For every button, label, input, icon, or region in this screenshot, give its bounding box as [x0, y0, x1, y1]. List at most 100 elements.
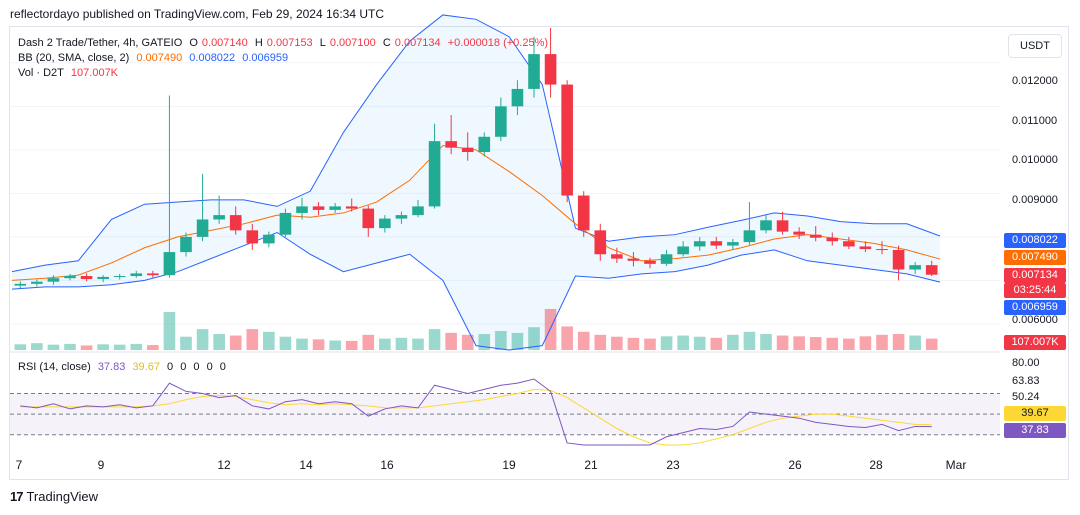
legend-symbol: Dash 2 Trade/Tether, 4h, GATEIO — [18, 37, 183, 49]
candle-body — [345, 206, 358, 209]
candle-body — [743, 230, 756, 243]
price-tick: 0.012000 — [1012, 75, 1058, 87]
volume-bar — [627, 337, 640, 350]
candle-body — [594, 230, 607, 255]
candle-body — [379, 218, 391, 229]
volume-bar — [147, 345, 159, 350]
candle-body — [14, 283, 27, 286]
volume-bar — [727, 334, 739, 350]
candle-body — [312, 206, 325, 210]
volume-bar — [793, 336, 805, 350]
legend-bb-upper: 0.008022 — [189, 52, 236, 64]
volume-bar — [196, 329, 209, 350]
volume-bar — [760, 334, 772, 350]
candle-body — [31, 281, 43, 284]
legend-low-label: L — [319, 37, 326, 49]
volume-bar — [743, 331, 756, 350]
legend-close: 0.007134 — [394, 37, 441, 49]
legend-rsi-ma-value: 39.67 — [132, 361, 160, 373]
candle-body — [445, 141, 457, 148]
volume-bar — [892, 334, 905, 350]
volume-bar — [528, 327, 540, 350]
legend-low: 0.007100 — [329, 37, 376, 49]
legend-change: +0.000018 (+0.25%) — [447, 37, 549, 49]
volume-bar — [925, 338, 938, 350]
legend-rsi-extra-0: 0 — [167, 361, 174, 373]
candle-body — [693, 241, 706, 247]
candle-body — [892, 249, 905, 270]
rsi-line — [20, 378, 932, 446]
volume-bar — [31, 343, 43, 350]
candle-body — [793, 231, 805, 235]
candle-body — [64, 276, 76, 279]
volume-bar — [710, 337, 723, 350]
volume-bar — [495, 331, 507, 350]
candle-body — [627, 258, 640, 261]
legend-high-label: H — [254, 37, 263, 49]
volume-bar — [876, 334, 888, 350]
time-tick: 7 — [15, 458, 23, 472]
candle-body — [461, 147, 474, 153]
volume-bar — [611, 336, 623, 350]
candle-body — [660, 254, 673, 264]
time-tick: Mar — [945, 458, 967, 472]
legend-volume-line[interactable]: Vol · D2T 107.007K — [18, 67, 122, 79]
candle-body — [47, 278, 60, 282]
rsi-ma-line — [20, 388, 932, 446]
rsi-tag: 37.83 — [1004, 423, 1066, 438]
candle-body — [113, 276, 126, 278]
price-tick: 0.009000 — [1012, 194, 1058, 206]
volume-bar — [362, 334, 375, 350]
candle-body — [97, 276, 109, 280]
candle-body — [246, 230, 259, 244]
volume-bar — [113, 344, 126, 350]
volume-bar — [412, 338, 424, 350]
candle-body — [147, 273, 159, 276]
time-tick: 21 — [584, 458, 598, 472]
legend-rsi-extra-4: 0 — [219, 361, 226, 373]
legend-bb-line[interactable]: BB (20, SMA, close, 2) 0.007490 0.008022… — [18, 52, 292, 64]
footer-brand-text: TradingView — [26, 489, 99, 504]
time-tick: 23 — [666, 458, 680, 472]
volume-bar — [809, 337, 822, 350]
footer-brand[interactable]: 17 TradingView — [10, 489, 98, 504]
time-tick: 14 — [299, 458, 313, 472]
bb-band-fill — [12, 14, 940, 350]
volume-bar — [544, 308, 557, 350]
price-tick: 0.011000 — [1012, 115, 1058, 127]
legend-rsi-extra-3: 0 — [206, 361, 213, 373]
candle-body — [478, 136, 491, 153]
volume-bar — [64, 343, 76, 350]
volume-bar — [47, 344, 60, 350]
candle-body — [876, 249, 888, 251]
volume-bar — [445, 332, 457, 350]
volume-bar — [395, 337, 408, 350]
time-tick: 9 — [97, 458, 105, 472]
volume-bar — [14, 344, 27, 350]
currency-button[interactable]: USDT — [1008, 34, 1062, 58]
volume-bar — [693, 336, 706, 350]
legend-rsi-line[interactable]: RSI (14, close) 37.83 39.67 0 0 0 0 0 — [18, 361, 230, 373]
candle-body — [511, 88, 524, 107]
legend-bb-lower: 0.006959 — [242, 52, 289, 64]
legend-rsi-extra-2: 0 — [193, 361, 200, 373]
candle-body — [213, 215, 225, 220]
candle-body — [677, 246, 689, 255]
price-tick: 0.010000 — [1012, 154, 1058, 166]
tradingview-logo-icon: 17 — [10, 489, 24, 504]
rsi-tick: 63.83 — [1012, 375, 1040, 387]
volume-bar — [379, 338, 391, 350]
legend-symbol-line: Dash 2 Trade/Tether, 4h, GATEIO O 0.00714… — [18, 37, 552, 49]
legend-vol-label: Vol · D2T — [18, 67, 64, 79]
candle-body — [544, 54, 557, 85]
volume-bar — [843, 338, 855, 350]
chart-frame — [9, 26, 1069, 480]
volume-bar — [246, 329, 259, 350]
candle-body — [263, 234, 275, 244]
candle-body — [528, 54, 540, 89]
candle-body — [561, 84, 573, 196]
volume-bar — [263, 331, 275, 350]
candle-body — [776, 220, 789, 232]
legend-rsi-value: 37.83 — [97, 361, 126, 373]
